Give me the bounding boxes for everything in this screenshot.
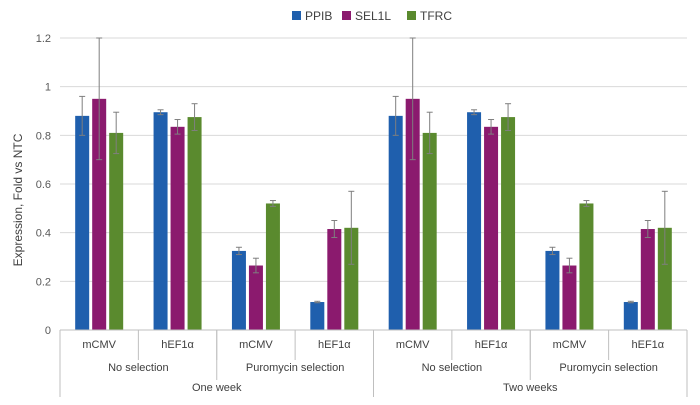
bar-tfrc bbox=[579, 203, 594, 330]
x-category-label: mCMV bbox=[239, 339, 273, 351]
x-category-label: hEF1α bbox=[475, 339, 508, 351]
y-tick-label: 0.2 bbox=[36, 276, 51, 288]
bar-ppib bbox=[153, 112, 168, 330]
bar-ppib bbox=[623, 302, 638, 330]
legend-label: SEL1L bbox=[355, 9, 391, 23]
bar-sel1l bbox=[248, 265, 263, 330]
bar-tfrc bbox=[422, 132, 437, 330]
legend-label: PPIB bbox=[305, 9, 332, 23]
x-category-label: mCMV bbox=[396, 339, 430, 351]
bar-sel1l bbox=[92, 98, 107, 330]
x-category-label: mCMV bbox=[82, 339, 116, 351]
bar-sel1l bbox=[640, 229, 655, 330]
bar-tfrc bbox=[657, 227, 672, 330]
bar-ppib bbox=[231, 250, 246, 330]
x-category-label: hEF1α bbox=[161, 339, 194, 351]
y-tick-label: 0.8 bbox=[36, 130, 51, 142]
legend-label: TFRC bbox=[420, 9, 452, 23]
x-category-label: Puromycin selection bbox=[246, 362, 344, 374]
x-category-label: No selection bbox=[108, 362, 169, 374]
y-axis-label: Expression, Fold vs NTC bbox=[11, 133, 25, 266]
bars bbox=[75, 37, 672, 330]
bar-ppib bbox=[388, 115, 403, 330]
bar-tfrc bbox=[265, 203, 280, 330]
x-category-label: Two weeks bbox=[503, 382, 558, 394]
x-category-label: hEF1α bbox=[318, 339, 351, 351]
bar-ppib bbox=[310, 302, 325, 330]
bar-sel1l bbox=[405, 98, 420, 330]
bar-ppib bbox=[467, 112, 482, 330]
x-category-label: One week bbox=[192, 382, 242, 394]
bar-sel1l bbox=[170, 126, 185, 330]
x-category-label: No selection bbox=[422, 362, 483, 374]
bar-tfrc bbox=[344, 227, 359, 330]
bar-sel1l bbox=[562, 265, 577, 330]
bar-ppib bbox=[545, 250, 560, 330]
y-tick-label: 0.6 bbox=[36, 179, 51, 191]
bar-ppib bbox=[75, 115, 90, 330]
bar-tfrc bbox=[501, 117, 516, 330]
x-axis: mCMV hEF1α mCMV hEF1α mCMV hEF1α mCMV hEF1α No s… bbox=[59, 329, 688, 397]
y-axis-ticks: 0 0.2 0.4 0.6 0.8 1 1.2 bbox=[36, 33, 51, 337]
legend-swatch-tfrc bbox=[407, 11, 416, 20]
bar-sel1l bbox=[484, 126, 499, 330]
x-category-label: Puromycin selection bbox=[559, 362, 657, 374]
x-category-label: mCMV bbox=[553, 339, 587, 351]
y-tick-label: 0 bbox=[45, 325, 51, 337]
bar-tfrc bbox=[109, 132, 124, 330]
y-tick-label: 1 bbox=[45, 82, 51, 94]
bar-tfrc bbox=[187, 117, 202, 330]
legend-swatch-sel1l bbox=[342, 11, 351, 20]
y-tick-label: 0.4 bbox=[36, 228, 51, 240]
y-tick-label: 1.2 bbox=[36, 33, 51, 45]
legend-swatch-ppib bbox=[292, 11, 301, 20]
legend: PPIB SEL1L TFRC bbox=[292, 9, 452, 23]
bar-sel1l bbox=[327, 229, 342, 330]
x-category-label: hEF1α bbox=[631, 339, 664, 351]
